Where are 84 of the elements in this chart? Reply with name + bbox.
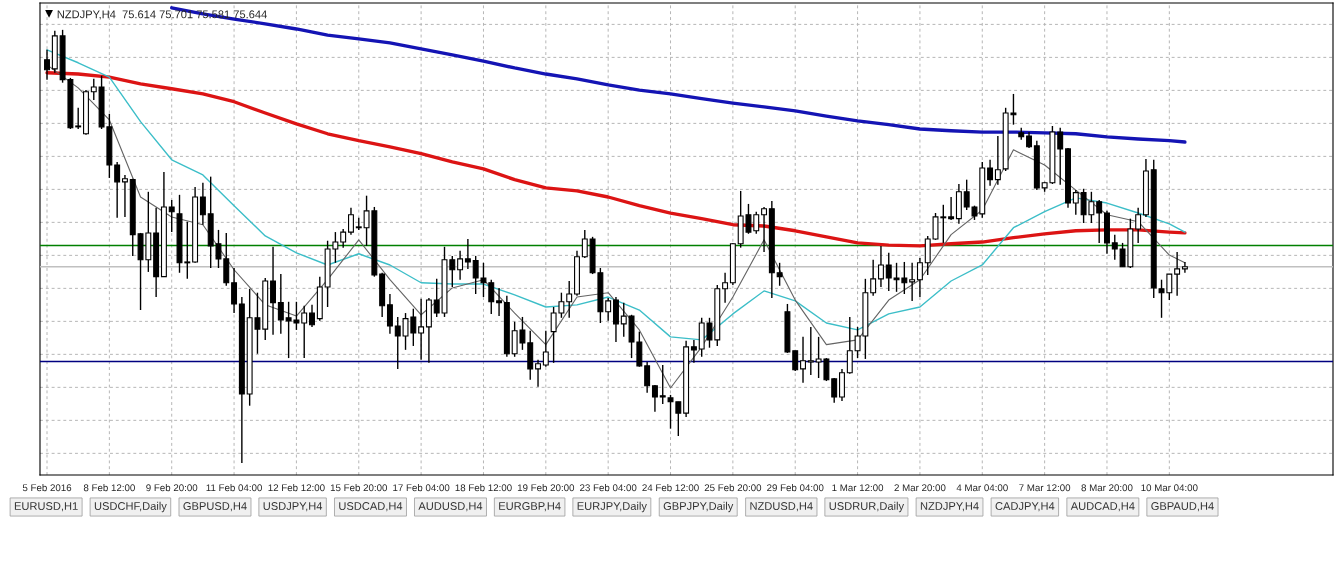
- candlestick: [987, 159, 994, 187]
- x-tick-label: 11 Feb 04:00: [206, 484, 262, 492]
- x-tick-label: 10 Mar 04:00: [1141, 484, 1198, 492]
- candlestick: [948, 196, 955, 221]
- x-tick-label: 5 Feb 2016: [22, 484, 72, 492]
- candlestick: [909, 262, 916, 302]
- candlestick: [651, 384, 658, 413]
- candlestick: [44, 49, 50, 81]
- candlestick: [277, 273, 284, 335]
- candlestick: [690, 339, 697, 364]
- candlestick: [496, 287, 503, 317]
- candlestick: [542, 330, 549, 368]
- candlestick: [90, 78, 97, 101]
- text: EURUSD,H1: [14, 502, 78, 512]
- candlestick: [1181, 261, 1188, 274]
- candlestick: [1174, 251, 1181, 297]
- candlestick: [644, 361, 651, 394]
- candlestick: [270, 246, 277, 336]
- candlestick: [75, 107, 82, 130]
- text: USDCAD,H4: [339, 502, 403, 512]
- candlestick: [846, 316, 853, 375]
- candlestick: [1135, 207, 1142, 244]
- candlestick: [418, 298, 425, 361]
- x-tick-label: 4 Mar 04:00: [956, 484, 1008, 492]
- candlestick: [457, 249, 464, 281]
- candlestick: [792, 350, 799, 372]
- candlestick: [831, 377, 838, 404]
- x-tick-label: 25 Feb 20:00: [704, 484, 762, 492]
- candlestick: [581, 229, 588, 259]
- x-tick-label: 8 Mar 20:00: [1081, 484, 1133, 492]
- text: GBPJPY,Daily: [663, 501, 734, 513]
- candlestick: [800, 336, 806, 384]
- text: GBPAUD,H4: [1151, 502, 1214, 512]
- candlestick: [121, 174, 128, 218]
- candlestick: [761, 206, 768, 253]
- candlestick: [916, 257, 923, 298]
- candlestick: [348, 207, 354, 236]
- candlestick: [231, 267, 238, 314]
- candlestick: [1057, 127, 1064, 186]
- candlestick: [168, 199, 175, 233]
- text: AUDUSD,H4: [418, 502, 483, 512]
- text: EURJPY,Daily: [577, 501, 647, 513]
- candlestick: [776, 262, 783, 287]
- text: AUDCAD,H4: [1070, 502, 1135, 512]
- text: NZDJPY,H4: [920, 502, 979, 512]
- chart-title: NZDJPY,H4 75.614 75.701 75.581 75.644: [57, 10, 267, 20]
- x-tick-label: 2 Mar 20:00: [894, 484, 946, 492]
- x-tick-label: 24 Feb 12:00: [642, 484, 699, 492]
- candlestick: [566, 280, 573, 319]
- text: USDJPY,H4: [263, 502, 323, 512]
- x-tick-label: 17 Feb 04:00: [393, 484, 450, 492]
- x-tick-label: 1 Mar 12:00: [832, 484, 884, 492]
- candlestick: [605, 297, 612, 322]
- x-tick-label: 9 Feb 20:00: [146, 484, 198, 492]
- candlestick: [1096, 199, 1103, 244]
- candlestick: [870, 259, 877, 297]
- x-tick-label: 15 Feb 20:00: [330, 484, 388, 492]
- text: USDCHF,Daily: [94, 501, 167, 513]
- x-tick-label: 23 Feb 04:00: [580, 484, 637, 492]
- candlestick: [114, 161, 121, 219]
- candlestick: [386, 293, 393, 335]
- x-tick-label: 8 Feb 12:00: [83, 484, 135, 492]
- text: GBPUSD,H4: [183, 502, 247, 512]
- candlestick: [199, 182, 206, 226]
- candlestick: [612, 296, 619, 343]
- x-tick-label: 7 Mar 12:00: [1019, 484, 1071, 492]
- candlestick: [1072, 189, 1079, 216]
- candlestick: [535, 359, 541, 388]
- text: NZDUSD,H4: [750, 502, 813, 512]
- x-tick-label: 29 Feb 04:00: [767, 484, 824, 492]
- text: EURGBP,H4: [499, 502, 561, 512]
- x-tick-label: 18 Feb 12:00: [455, 484, 512, 492]
- candlestick: [340, 228, 347, 249]
- candlestick: [722, 272, 729, 304]
- text: USDRUR,Daily: [829, 501, 905, 513]
- x-tick-label: 19 Feb 20:00: [517, 484, 575, 492]
- candlestick: [464, 238, 471, 270]
- candlestick: [877, 245, 884, 288]
- candlestick: [807, 326, 814, 376]
- text: CADJPY,H4: [995, 502, 1055, 512]
- candlestick: [994, 135, 1001, 186]
- x-tick-label: 12 Feb 12:00: [268, 484, 325, 492]
- candlestick: [301, 304, 308, 359]
- candlestick: [309, 304, 315, 328]
